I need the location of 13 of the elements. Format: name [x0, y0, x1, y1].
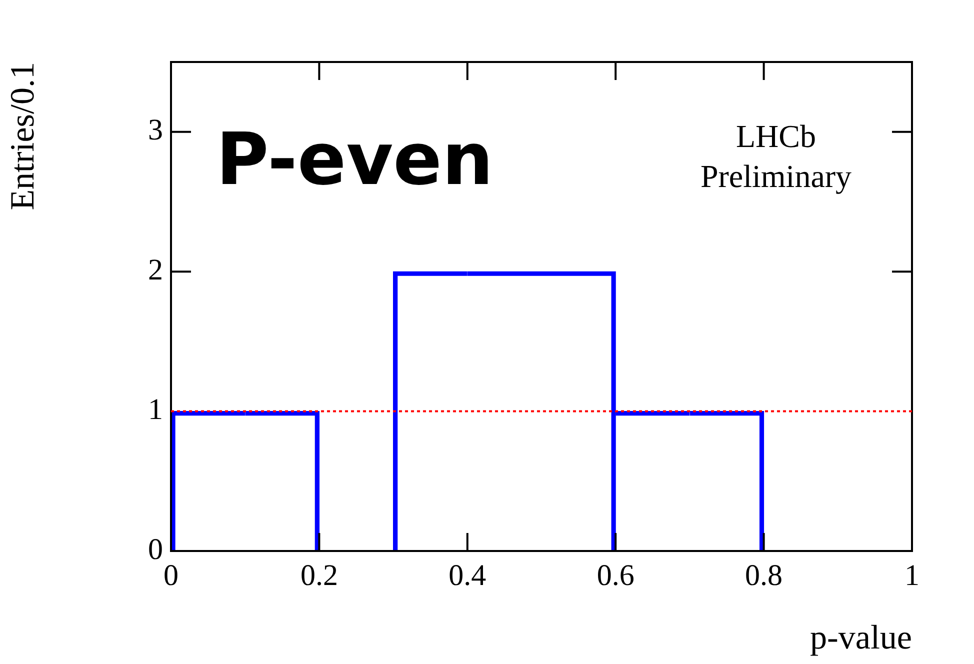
y-tick-label: 3 [148, 114, 163, 147]
annotation: P-even [216, 117, 494, 201]
annotation: LHCb Preliminary [700, 118, 852, 194]
x-tick-label: 1 [904, 558, 920, 592]
y-tick-label: 0 [148, 532, 163, 566]
x-axis-title: p-value [810, 620, 912, 657]
y-tick-label: 2 [148, 253, 163, 286]
y-axis-title: Entries/0.1 [4, 62, 42, 210]
x-tick-label: 0.8 [745, 558, 783, 592]
x-tick-label: 0.2 [300, 558, 338, 592]
y-tick-label: 1 [148, 393, 163, 426]
x-tick-label: 0.4 [448, 558, 486, 592]
x-tick-label: 0.6 [596, 558, 634, 592]
